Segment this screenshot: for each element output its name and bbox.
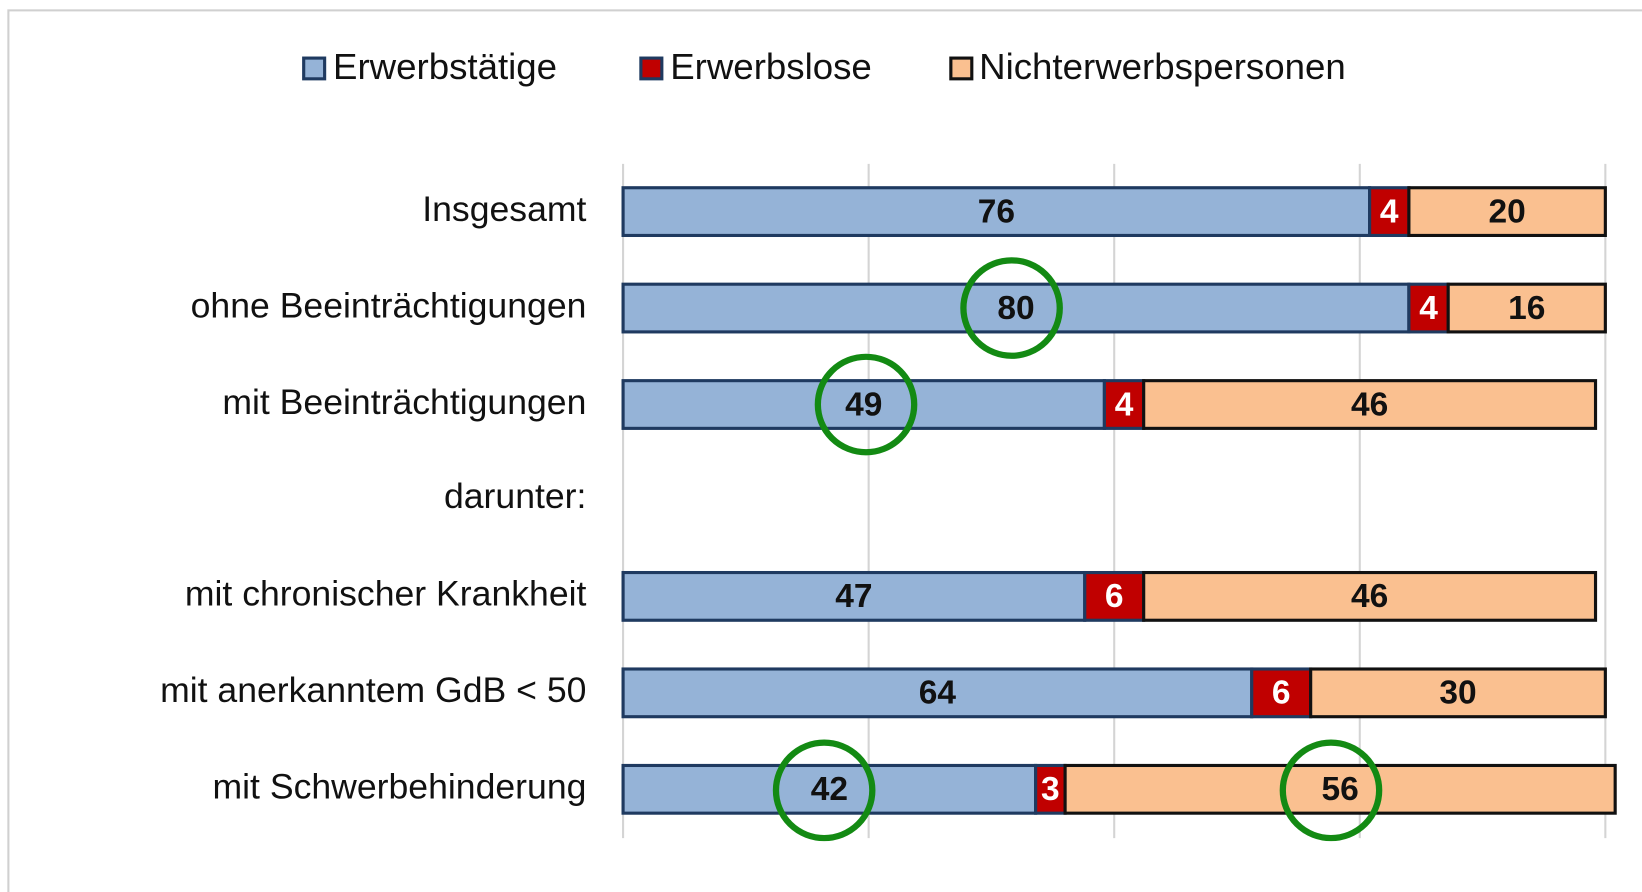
bar-segment bbox=[621, 186, 1372, 238]
category-label: mit Schwerbehinderung bbox=[213, 767, 587, 807]
value-label: 49 bbox=[845, 386, 882, 423]
bar-segment bbox=[1142, 570, 1598, 622]
category-label: mit Beeinträchtigungen bbox=[222, 382, 586, 422]
highlight-circle bbox=[814, 353, 918, 456]
value-label: 47 bbox=[835, 578, 872, 615]
bar-segment bbox=[621, 282, 1411, 334]
bar-segment bbox=[1407, 186, 1607, 238]
bar-segment bbox=[1309, 667, 1607, 719]
grid bbox=[622, 163, 1607, 839]
value-label: 6 bbox=[1105, 578, 1124, 615]
value-label: 20 bbox=[1488, 194, 1525, 231]
value-label: 42 bbox=[811, 771, 848, 808]
bar-segment bbox=[1446, 282, 1607, 334]
bar-segment bbox=[1368, 186, 1411, 238]
value-label: 46 bbox=[1351, 578, 1388, 615]
legend-swatch bbox=[949, 56, 974, 81]
highlight-circle bbox=[960, 257, 1063, 359]
value-label: 80 bbox=[997, 290, 1034, 327]
value-label: 4 bbox=[1419, 290, 1438, 327]
bar-segment bbox=[1083, 570, 1146, 622]
value-label: 4 bbox=[1380, 194, 1399, 231]
value-label: 6 bbox=[1272, 675, 1291, 712]
legend-swatch bbox=[302, 56, 327, 81]
value-label: 30 bbox=[1439, 675, 1476, 712]
category-label: ohne Beeinträchtigungen bbox=[191, 286, 587, 326]
legend-label: Erwerbslose bbox=[670, 46, 872, 87]
bars: Insgesamt ohne Beeinträchtigungen mit Beei… bbox=[160, 46, 1617, 815]
value-label: 3 bbox=[1041, 771, 1060, 808]
bar-segment bbox=[1063, 763, 1617, 815]
legend-label: Erwerbstätige bbox=[333, 46, 557, 87]
highlight-circle bbox=[1279, 739, 1383, 842]
bar-segment bbox=[621, 570, 1087, 622]
category-label: darunter: bbox=[444, 476, 586, 516]
annotations bbox=[772, 257, 1383, 842]
chart-frame bbox=[7, 9, 1642, 892]
category-label: Insgesamt bbox=[422, 189, 586, 229]
value-label: 46 bbox=[1351, 386, 1388, 423]
category-label: mit anerkanntem GdB < 50 bbox=[160, 670, 586, 710]
value-label: 4 bbox=[1115, 386, 1134, 423]
legend-swatch bbox=[639, 56, 664, 81]
bar-segment bbox=[621, 379, 1106, 430]
value-label: 76 bbox=[978, 194, 1015, 231]
category-label: mit chronischer Krankheit bbox=[185, 574, 587, 614]
value-label: 56 bbox=[1322, 771, 1359, 808]
value-label: 16 bbox=[1508, 290, 1545, 327]
highlight-circle bbox=[772, 739, 876, 842]
bar-segment bbox=[621, 763, 1038, 815]
legend-label: Nichterwerbspersonen bbox=[979, 46, 1346, 87]
bar-segment bbox=[1142, 379, 1598, 430]
value-label: 64 bbox=[919, 675, 957, 712]
